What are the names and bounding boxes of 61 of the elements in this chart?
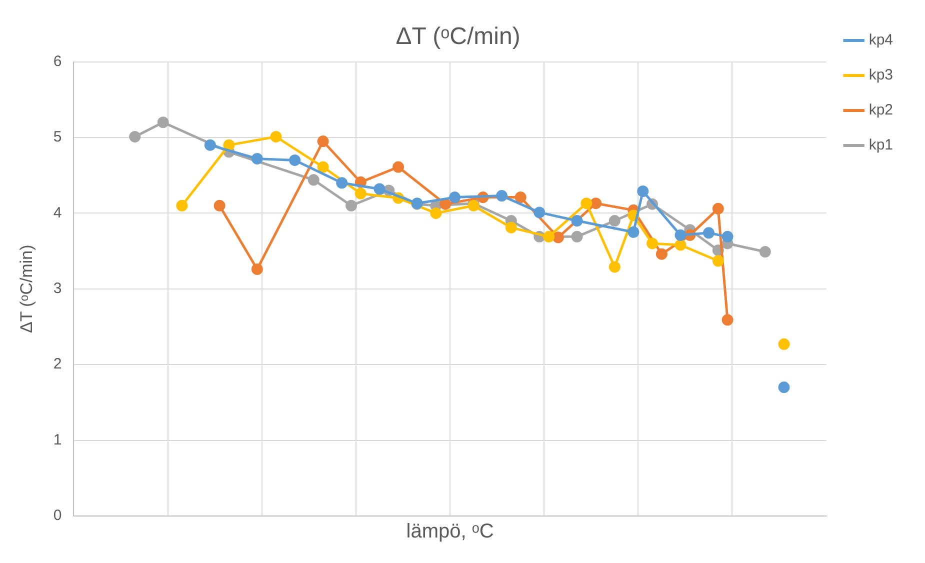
point [430,207,442,219]
point [637,185,649,197]
y-axis-title: ΔT (ᵒC/min) [16,244,36,334]
point [674,239,686,251]
y-tick-label: 5 [53,128,62,146]
point [374,183,386,195]
point [608,261,620,273]
point [534,206,546,218]
chart-title: ΔT (ᵒC/min) [396,23,520,50]
point [778,338,790,350]
legend-label: kp3 [868,66,894,84]
point [608,215,620,227]
point [712,255,724,267]
point [317,136,329,148]
point [346,200,358,212]
point [129,130,141,142]
point [646,238,658,250]
point [543,230,555,242]
point [778,382,790,394]
legend-label: kp2 [868,102,894,119]
point [674,229,686,241]
y-tick-label: 2 [53,356,62,373]
point [289,154,301,166]
point [336,177,348,189]
point [157,116,169,128]
point [722,230,734,242]
point [656,248,668,260]
x-axis-title: lämpö, ᵒC [406,520,494,543]
point [628,226,640,238]
point [214,200,226,212]
point [392,161,404,173]
legend-label: kp4 [868,32,894,49]
point [702,227,714,239]
point [514,192,526,204]
point [317,161,329,173]
point [440,198,452,210]
point [505,222,517,234]
point [590,198,602,210]
point [759,246,771,258]
point [354,188,366,200]
point [270,130,282,142]
point [176,200,188,212]
point [223,139,235,151]
point [712,202,724,214]
point [251,152,263,164]
point [496,190,508,202]
point [722,314,734,326]
point [308,174,320,186]
y-tick-label: 6 [53,52,62,70]
point [580,198,592,210]
point [571,215,583,227]
legend-label: kp1 [868,136,894,154]
y-tick-label: 3 [53,280,62,298]
point [552,232,564,244]
point [251,263,263,275]
y-tick-label: 0 [53,507,62,524]
y-tick-label: 4 [53,204,62,222]
y-tick-label: 1 [53,431,62,448]
point [204,139,216,151]
point [448,192,460,204]
point [571,230,583,242]
